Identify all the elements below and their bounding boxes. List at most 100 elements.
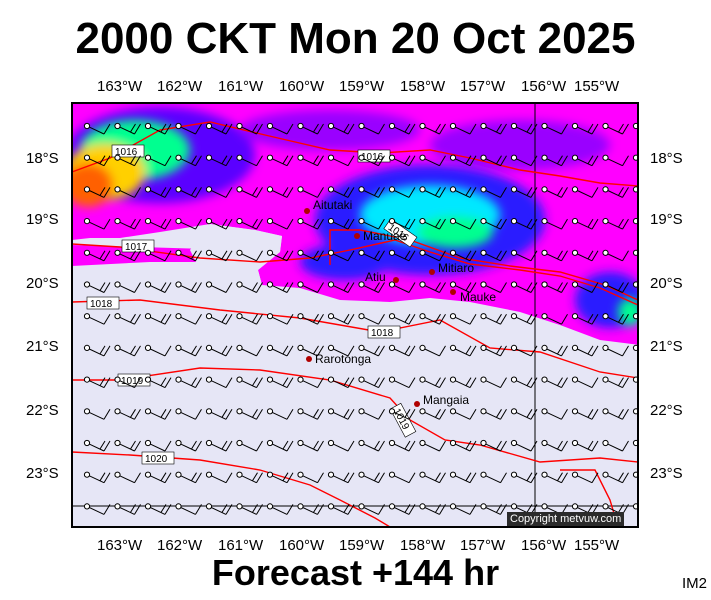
wind-barb	[632, 122, 638, 130]
wind-barb	[327, 154, 355, 167]
wind-barb	[449, 408, 477, 420]
wind-barb	[205, 313, 233, 325]
lon-label-bottom: 157°W	[460, 537, 506, 554]
wind-barb	[144, 344, 172, 357]
place-dot	[354, 233, 360, 239]
lat-label-left: 18°S	[26, 150, 59, 167]
wind-barb	[510, 218, 538, 230]
wind-barb	[602, 122, 629, 135]
wind-barb	[83, 186, 111, 198]
wind-barb	[327, 313, 355, 325]
wind-barb	[388, 313, 416, 325]
wind-barb	[449, 218, 477, 230]
wind-barb	[541, 408, 568, 420]
wind-barb	[419, 154, 446, 167]
wind-barb	[114, 218, 141, 230]
wind-barb	[632, 281, 638, 288]
wind-barb	[541, 439, 568, 452]
wind-barb	[144, 439, 172, 452]
lon-label-bottom: 159°W	[339, 537, 385, 554]
wind-barb	[602, 408, 629, 420]
wind-barb	[205, 408, 233, 420]
lat-label-right: 21°S	[650, 338, 683, 355]
wind-barb	[419, 249, 446, 262]
wind-barb	[205, 376, 233, 389]
wind-barb	[571, 376, 599, 389]
wind-barb	[327, 376, 355, 389]
wind-barb	[541, 154, 568, 167]
wind-barb	[510, 281, 538, 293]
wind-barb	[571, 313, 599, 325]
wind-barb	[571, 154, 599, 167]
wind-barb	[83, 218, 111, 230]
wind-barb	[266, 249, 294, 262]
lon-label-top: 157°W	[460, 78, 506, 95]
lon-label-bottom: 161°W	[218, 537, 264, 554]
wind-barb	[175, 408, 202, 420]
place-dot	[393, 277, 399, 283]
wind-barb	[327, 249, 355, 262]
wind-barb	[236, 376, 263, 389]
wind-barb	[449, 313, 477, 325]
lon-label-top: 163°W	[97, 78, 143, 95]
lon-label-bottom: 155°W	[574, 537, 620, 554]
wind-barb	[419, 122, 446, 135]
rain-area-heavy	[618, 298, 638, 326]
lat-label-left: 22°S	[26, 402, 59, 419]
wind-barb	[571, 471, 599, 484]
wind-barb	[419, 376, 446, 389]
wind-barb	[510, 439, 538, 452]
lat-label-left: 21°S	[26, 338, 59, 355]
wind-barb	[266, 439, 294, 452]
isobar-1018	[72, 299, 638, 379]
wind-barb	[205, 249, 233, 262]
wind-barb	[266, 471, 294, 484]
wind-barb	[175, 249, 202, 262]
wind-barb	[541, 471, 568, 484]
wind-barb	[175, 471, 202, 484]
wind-barb	[632, 154, 638, 161]
wind-barb	[449, 503, 477, 515]
wind-barb	[83, 249, 111, 262]
wind-barb	[266, 218, 294, 230]
lon-label-top: 155°W	[574, 78, 620, 95]
lon-label-bottom: 158°W	[400, 537, 446, 554]
wind-barb	[571, 249, 599, 262]
wind-barb	[388, 218, 416, 230]
wind-barb	[114, 186, 141, 198]
place-dot	[304, 208, 310, 214]
wind-barb	[114, 249, 141, 262]
wind-barb	[602, 249, 629, 262]
wind-barb	[175, 154, 202, 167]
wind-barb	[510, 408, 538, 420]
lat-label-left: 19°S	[26, 211, 59, 228]
wind-barb	[480, 122, 507, 135]
wind-barb	[266, 503, 294, 515]
wind-barb	[236, 186, 263, 198]
wind-barb	[419, 218, 446, 230]
wind-barb	[480, 218, 507, 230]
wind-barb	[388, 281, 416, 293]
wind-barb	[205, 186, 233, 198]
place-label: Aitutaki	[313, 198, 352, 212]
wind-barb	[419, 503, 446, 515]
wind-barb	[358, 503, 385, 515]
lat-label-left: 20°S	[26, 275, 59, 292]
wind-barb	[175, 313, 202, 325]
wind-barb	[449, 122, 477, 135]
wind-barb	[632, 408, 638, 415]
wind-barb	[175, 281, 202, 293]
wind-barb	[144, 408, 172, 420]
wind-barb	[449, 471, 477, 484]
lon-label-bottom: 162°W	[157, 537, 203, 554]
wind-barb	[114, 503, 141, 515]
wind-barb	[327, 439, 355, 452]
wind-barb	[541, 218, 568, 230]
wind-barb	[236, 439, 263, 452]
wind-barb	[358, 471, 385, 484]
wind-barb	[327, 186, 355, 198]
wind-barb	[541, 186, 568, 198]
wind-barb	[297, 218, 324, 230]
rain-area-heavy	[72, 163, 113, 207]
